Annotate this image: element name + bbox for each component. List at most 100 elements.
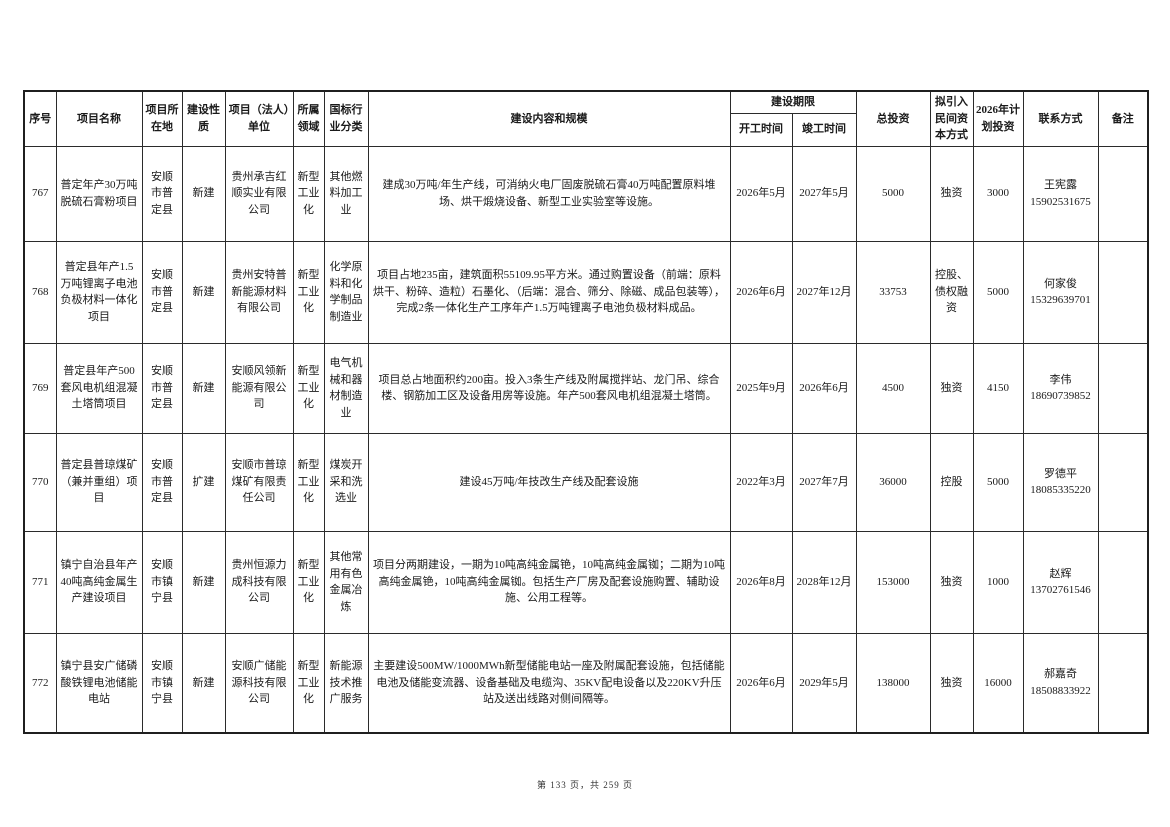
cell-note <box>1097 432 1149 532</box>
cell-investment: 5000 <box>855 145 931 242</box>
header-period: 建设期限 <box>729 90 857 114</box>
cell-location: 安顺市普定县 <box>141 240 183 344</box>
cell-content: 建成30万吨/年生产线，可消纳火电厂固废脱硫石膏40万吨配置原料堆场、烘干煅烧设… <box>367 145 731 242</box>
cell-contact: 郝嘉奇 18508833922 <box>1022 632 1099 734</box>
cell-project-name: 普定县普琼煤矿（兼并重组）项目 <box>55 432 143 532</box>
header-capital-method: 拟引入民间资本方式 <box>929 90 974 147</box>
cell-content: 项目分两期建设，一期为10吨高纯金属铯，10吨高纯金属铷；二期为10吨高纯金属铯… <box>367 530 731 634</box>
contact-phone: 18085335220 <box>1030 484 1091 496</box>
project-table: 序号 项目名称 项目所在地 建设性质 项目（法人）单位 所属领域 国标行业分类 … <box>23 90 1149 734</box>
cell-plan-2026: 5000 <box>972 240 1024 344</box>
cell-content: 建设45万吨/年技改生产线及配套设施 <box>367 432 731 532</box>
cell-industry: 新能源技术推广服务 <box>323 632 369 734</box>
cell-start: 2026年5月 <box>729 145 793 242</box>
header-investment: 总投资 <box>855 90 931 147</box>
cell-plan-2026: 16000 <box>972 632 1024 734</box>
contact-name: 郝嘉奇 <box>1044 668 1077 681</box>
header-seq: 序号 <box>23 90 57 147</box>
page-number: 第 133 页，共 259 页 <box>536 780 633 790</box>
header-content: 建设内容和规模 <box>367 90 731 147</box>
cell-start: 2025年9月 <box>729 342 793 434</box>
table-row: 770 普定县普琼煤矿（兼并重组）项目 安顺市普定县 扩建 安顺市普琼煤矿有限责… <box>23 432 1149 532</box>
cell-content: 项目总占地面积约200亩。投入3条生产线及附属搅拌站、龙门吊、综合楼、钢筋加工区… <box>367 342 731 434</box>
cell-seq: 772 <box>23 632 57 734</box>
header-location: 项目所在地 <box>141 90 183 147</box>
table-header: 序号 项目名称 项目所在地 建设性质 项目（法人）单位 所属领域 国标行业分类 … <box>23 90 1149 147</box>
table-body: 767 普定年产30万吨脱硫石膏粉项目 安顺市普定县 新建 贵州承吉红顺实业有限… <box>23 145 1149 734</box>
header-note: 备注 <box>1097 90 1149 147</box>
cell-capital-method: 独资 <box>929 342 974 434</box>
cell-capital-method: 独资 <box>929 145 974 242</box>
header-field: 所属领域 <box>292 90 325 147</box>
contact-phone: 15329639701 <box>1030 294 1091 306</box>
cell-nature: 新建 <box>181 342 226 434</box>
cell-nature: 新建 <box>181 530 226 634</box>
header-end: 竣工时间 <box>791 112 857 147</box>
cell-nature: 新建 <box>181 240 226 344</box>
cell-entity: 贵州承吉红顺实业有限公司 <box>224 145 294 242</box>
cell-end: 2028年12月 <box>791 530 857 634</box>
cell-nature: 新建 <box>181 145 226 242</box>
contact-phone: 15902531675 <box>1030 195 1091 208</box>
cell-seq: 771 <box>23 530 57 634</box>
cell-capital-method: 控股、债权融资 <box>929 240 974 344</box>
cell-project-name: 镇宁县安广储磷酸铁锂电池储能电站 <box>55 632 143 734</box>
cell-entity: 安顺风领新能源有限公司 <box>224 342 294 434</box>
cell-investment: 33753 <box>855 240 931 344</box>
cell-end: 2029年5月 <box>791 632 857 734</box>
cell-entity: 安顺市普琼煤矿有限责任公司 <box>224 432 294 532</box>
header-row-2: 开工时间 竣工时间 <box>24 112 1148 147</box>
contact-name: 何家俊 <box>1044 277 1077 290</box>
cell-note <box>1097 530 1149 634</box>
cell-contact: 罗德平 18085335220 <box>1022 432 1099 532</box>
header-project-name: 项目名称 <box>55 90 143 147</box>
cell-industry: 煤炭开采和洗选业 <box>323 432 369 532</box>
cell-location: 安顺市普定县 <box>141 432 183 532</box>
cell-industry: 其他常用有色金属冶炼 <box>323 530 369 634</box>
contact-name: 李伟 <box>1049 373 1072 386</box>
cell-contact: 王宪露 15902531675 <box>1022 145 1099 242</box>
cell-plan-2026: 4150 <box>972 342 1024 434</box>
cell-note <box>1097 632 1149 734</box>
cell-start: 2022年3月 <box>729 432 793 532</box>
header-row-1: 序号 项目名称 项目所在地 建设性质 项目（法人）单位 所属领域 国标行业分类 … <box>23 90 1149 147</box>
contact-phone: 18508833922 <box>1030 684 1091 697</box>
header-start: 开工时间 <box>729 112 793 147</box>
table-row: 771 镇宁自治县年产40吨高纯金属生产建设项目 安顺市镇宁县 新建 贵州恒源力… <box>23 530 1149 634</box>
cell-industry: 电气机械和器材制造业 <box>323 342 369 434</box>
cell-seq: 767 <box>23 145 57 242</box>
cell-seq: 770 <box>23 432 57 532</box>
header-entity: 项目（法人）单位 <box>224 90 294 147</box>
cell-nature: 扩建 <box>181 432 226 532</box>
contact-phone: 13702761546 <box>1030 584 1091 596</box>
cell-location: 安顺市镇宁县 <box>141 530 183 634</box>
cell-end: 2027年12月 <box>791 240 857 344</box>
table-row: 769 普定县年产500套风电机组混凝土塔筒项目 安顺市普定县 新建 安顺风领新… <box>23 342 1149 434</box>
cell-investment: 4500 <box>855 342 931 434</box>
cell-investment: 138000 <box>855 632 931 734</box>
contact-name: 罗德平 <box>1044 467 1077 480</box>
cell-field: 新型工业化 <box>292 432 325 532</box>
cell-field: 新型工业化 <box>292 530 325 634</box>
cell-end: 2026年6月 <box>791 342 857 434</box>
contact-name: 王宪露 <box>1044 179 1077 191</box>
contact-name: 赵辉 <box>1049 567 1072 580</box>
header-nature: 建设性质 <box>181 90 226 147</box>
cell-plan-2026: 3000 <box>972 145 1024 242</box>
cell-start: 2026年6月 <box>729 240 793 344</box>
cell-project-name: 普定年产30万吨脱硫石膏粉项目 <box>55 145 143 242</box>
cell-project-name: 普定县年产500套风电机组混凝土塔筒项目 <box>55 342 143 434</box>
cell-start: 2026年6月 <box>729 632 793 734</box>
cell-plan-2026: 1000 <box>972 530 1024 634</box>
cell-capital-method: 独资 <box>929 530 974 634</box>
cell-industry: 化学原料和化学制品制造业 <box>323 240 369 344</box>
cell-investment: 36000 <box>855 432 931 532</box>
table-row: 768 普定县年产1.5万吨锂离子电池负极材料一体化项目 安顺市普定县 新建 贵… <box>23 240 1149 344</box>
cell-start: 2026年8月 <box>729 530 793 634</box>
cell-end: 2027年5月 <box>791 145 857 242</box>
cell-end: 2027年7月 <box>791 432 857 532</box>
cell-entity: 贵州安特普新能源材料有限公司 <box>224 240 294 344</box>
cell-field: 新型工业化 <box>292 342 325 434</box>
cell-location: 安顺市镇宁县 <box>141 632 183 734</box>
